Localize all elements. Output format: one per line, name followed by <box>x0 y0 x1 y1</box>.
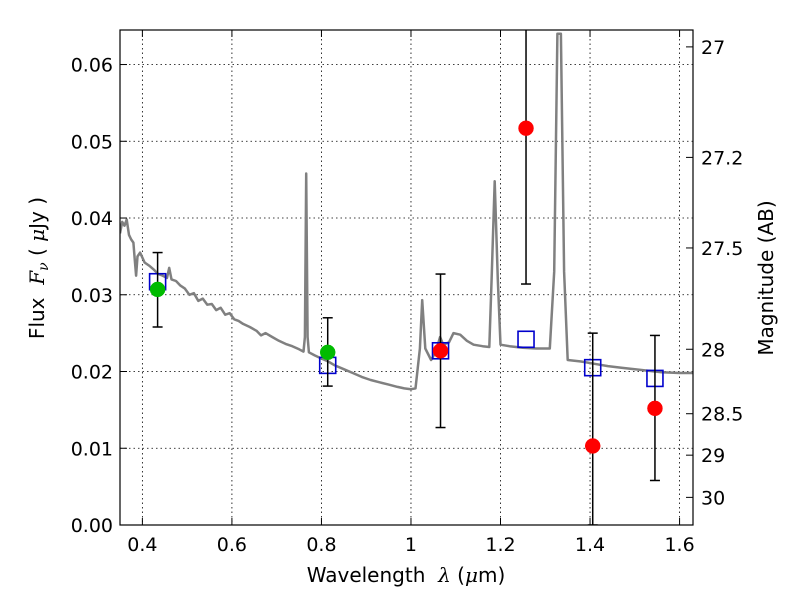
observed-flux-point <box>432 343 449 359</box>
y-axis-title: Flux Fν ( μJy ) <box>25 197 52 339</box>
plot-area <box>120 30 693 525</box>
observed-flux-point <box>647 400 663 417</box>
y2-tick-label: 27.2 <box>701 147 743 169</box>
x-tick-label: 0.4 <box>127 534 157 556</box>
y-tick-label: 0.03 <box>71 285 113 307</box>
observed-flux-point <box>149 281 166 298</box>
y-tick-label: 0.02 <box>71 362 113 384</box>
y2-tick-label: 29 <box>701 445 725 467</box>
y2-axis-title: Magnitude (AB) <box>754 200 778 355</box>
y2-tick-label: 27.5 <box>701 238 743 260</box>
y-tick-label: 0.05 <box>71 131 113 153</box>
y2-tick-label: 28.5 <box>701 404 743 426</box>
x-axis-title: Wavelength λ (μm) <box>307 563 506 587</box>
y2-tick-label: 28 <box>701 339 725 361</box>
model-flux-marker <box>517 330 535 349</box>
axes-frame <box>119 29 694 526</box>
observed-flux-point <box>584 438 601 454</box>
model-spectrum-line <box>120 32 693 391</box>
y-tick-label: 0.06 <box>71 55 113 77</box>
x-tick-label: 1.4 <box>575 534 605 556</box>
x-tick-label: 1.6 <box>664 534 694 556</box>
y-tick-label: 0.01 <box>71 438 113 460</box>
observed-flux-point <box>319 344 336 361</box>
x-tick-label: 1 <box>405 534 417 556</box>
x-tick-label: 0.8 <box>306 534 336 556</box>
grid <box>120 30 693 526</box>
x-tick-label: 1.2 <box>485 534 515 556</box>
y2-tick-label: 27 <box>701 37 725 59</box>
ticks: 0.4 0.6 0.8 1 1.2 1.4 1.6 0.00 0.01 0.02 0.03 0.04 0… <box>71 30 743 556</box>
y-tick-label: 0.00 <box>71 515 113 537</box>
x-tick-label: 0.6 <box>217 534 247 556</box>
observed-flux-point <box>518 120 534 136</box>
y2-tick-label: 30 <box>701 487 725 509</box>
y-tick-label: 0.04 <box>71 208 113 230</box>
